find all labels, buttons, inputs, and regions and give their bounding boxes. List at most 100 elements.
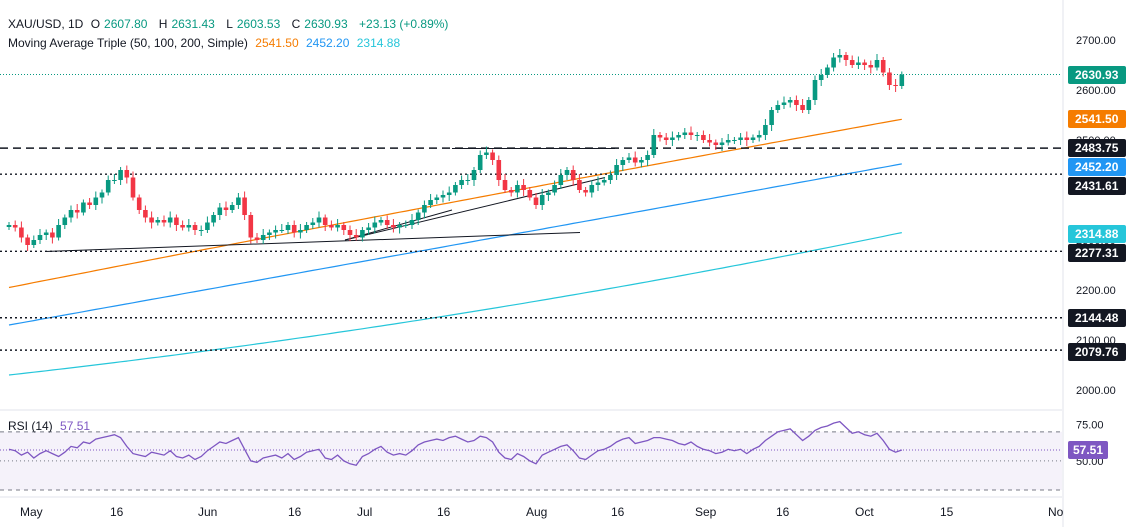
symbol-label: XAU/USD, 1D — [8, 17, 84, 31]
candle-body — [707, 140, 712, 143]
candle-body — [335, 225, 340, 228]
low-value: 2603.53 — [236, 17, 281, 31]
candle-body — [688, 132, 694, 135]
candle-body — [632, 157, 638, 163]
price-tag-box — [1068, 177, 1126, 195]
time-tick-label: 16 — [611, 505, 625, 519]
price-tag-label: 2630.93 — [1075, 68, 1119, 82]
candle-body — [68, 210, 74, 218]
price-tag-box — [1068, 66, 1126, 84]
candle-body — [397, 225, 402, 228]
candle-body — [645, 155, 650, 160]
time-tick-label: 16 — [776, 505, 790, 519]
candle-body — [508, 190, 514, 193]
candle-body — [694, 135, 700, 136]
candle-body — [651, 135, 657, 155]
candle-body — [849, 60, 855, 65]
candle-body — [434, 197, 440, 200]
price-tag-box — [1068, 225, 1126, 243]
candle-body — [12, 225, 18, 228]
candle-body — [279, 230, 285, 231]
candle-body — [837, 55, 843, 58]
close-label: C — [291, 17, 301, 31]
candle-body — [43, 232, 49, 235]
ma100-value: 2452.20 — [306, 36, 350, 50]
candle-body — [756, 135, 762, 138]
candle-body — [496, 160, 502, 180]
candle-body — [428, 200, 433, 205]
candle-body — [81, 202, 86, 213]
candle-body — [787, 100, 793, 103]
time-tick-label: 16 — [288, 505, 302, 519]
candle-body — [639, 160, 644, 163]
candle-body — [31, 240, 37, 245]
candle-body — [347, 230, 353, 235]
time-tick-label: Jul — [357, 505, 372, 519]
candle-body — [186, 225, 192, 228]
candle-body — [180, 225, 185, 228]
candle-body — [577, 180, 582, 190]
candle-body — [136, 197, 142, 210]
candle-body — [862, 62, 867, 65]
rsi-legend: RSI (14) 57.51 — [8, 419, 94, 433]
candle-body — [825, 67, 830, 75]
candle-body — [477, 155, 483, 170]
price-tag-label: 2483.75 — [1075, 141, 1119, 155]
candle-body — [490, 152, 495, 160]
candle-body — [546, 192, 551, 195]
candle-body — [440, 195, 446, 198]
rsi-tick-label: 75.00 — [1076, 420, 1104, 432]
candle-body — [663, 137, 669, 140]
candle-body — [267, 232, 272, 235]
candle-body — [608, 175, 613, 180]
candle-body — [893, 85, 898, 86]
candle-body — [570, 170, 576, 180]
candle-body — [583, 190, 588, 193]
price-tag-box — [1068, 343, 1126, 361]
candle-body — [422, 205, 427, 213]
price-tag-label: 2277.31 — [1075, 246, 1119, 260]
candle-body — [62, 217, 68, 225]
candle-body — [620, 160, 626, 165]
candle-body — [750, 137, 756, 140]
candle-body — [719, 142, 725, 145]
candle-body — [99, 192, 105, 198]
ma-legend: Moving Average Triple (50, 100, 200, Sim… — [8, 36, 404, 50]
candle-body — [384, 220, 390, 225]
candle-body — [831, 57, 836, 68]
candle-body — [124, 170, 130, 178]
trendline — [344, 177, 606, 241]
candle-body — [800, 105, 805, 110]
symbol-legend: XAU/USD, 1D O 2607.80 H 2631.43 L 2603.53 C… — [8, 17, 452, 31]
candle-body — [50, 232, 55, 238]
candle-body — [93, 197, 99, 205]
candle-body — [366, 227, 371, 230]
price-tag-label: 2314.88 — [1075, 227, 1119, 241]
time-tick-label: 15 — [940, 505, 954, 519]
candle-body — [781, 102, 787, 105]
candle-body — [471, 170, 477, 180]
candle-body — [763, 125, 768, 135]
candle-body — [415, 212, 421, 220]
candle-body — [74, 210, 80, 213]
time-tick-label: 16 — [437, 505, 451, 519]
candle-body — [701, 135, 706, 140]
rsi-tag-label: 57.51 — [1073, 443, 1103, 457]
candle-body — [254, 237, 260, 240]
candle-body — [868, 65, 874, 68]
candlesticks — [6, 49, 905, 251]
open-label: O — [90, 17, 101, 31]
candle-body — [149, 217, 154, 223]
candle-body — [843, 55, 849, 60]
candle-body — [341, 225, 347, 230]
candle-body — [174, 217, 179, 225]
time-tick-label: Aug — [526, 505, 547, 519]
candle-body — [205, 222, 210, 230]
candle-body — [260, 235, 266, 240]
candle-body — [657, 135, 663, 138]
candle-body — [899, 74, 905, 86]
candle-body — [6, 225, 12, 227]
candle-body — [310, 222, 316, 225]
candle-body — [614, 165, 619, 175]
